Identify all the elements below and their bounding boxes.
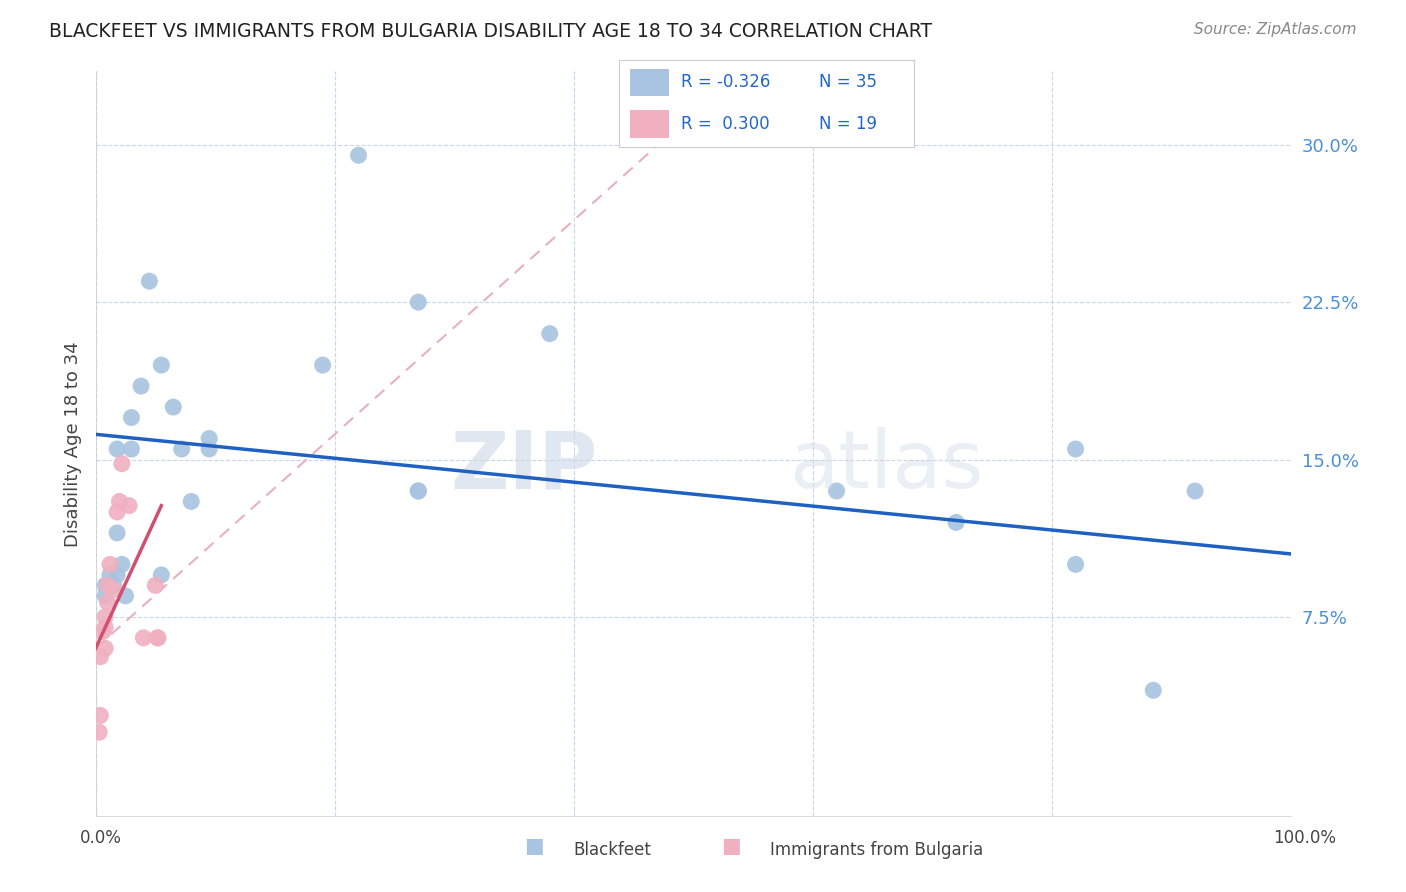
Text: Blackfeet: Blackfeet bbox=[574, 841, 651, 859]
Point bbox=[408, 483, 430, 498]
Point bbox=[98, 558, 121, 572]
Text: ■: ■ bbox=[524, 836, 544, 855]
Point bbox=[111, 457, 134, 471]
Text: ■: ■ bbox=[721, 836, 741, 855]
Point bbox=[89, 649, 111, 664]
Point bbox=[108, 494, 131, 508]
Point bbox=[180, 494, 202, 508]
Point bbox=[98, 568, 121, 582]
Point bbox=[96, 595, 120, 609]
Text: BLACKFEET VS IMMIGRANTS FROM BULGARIA DISABILITY AGE 18 TO 34 CORRELATION CHART: BLACKFEET VS IMMIGRANTS FROM BULGARIA DI… bbox=[49, 22, 932, 41]
Text: N = 19: N = 19 bbox=[820, 115, 877, 134]
Point bbox=[146, 631, 169, 645]
Text: ZIP: ZIP bbox=[450, 427, 598, 505]
Bar bbox=[630, 69, 669, 96]
Point bbox=[1064, 442, 1087, 456]
Point bbox=[146, 631, 169, 645]
Text: N = 35: N = 35 bbox=[820, 73, 877, 92]
Point bbox=[96, 578, 120, 592]
Text: R =  0.300: R = 0.300 bbox=[681, 115, 769, 134]
Text: Source: ZipAtlas.com: Source: ZipAtlas.com bbox=[1194, 22, 1357, 37]
Point bbox=[1184, 483, 1206, 498]
Point bbox=[91, 624, 114, 639]
Point bbox=[105, 568, 128, 582]
Point bbox=[94, 610, 117, 624]
Point bbox=[170, 442, 193, 456]
Point bbox=[312, 358, 335, 372]
Point bbox=[825, 483, 848, 498]
Point bbox=[198, 442, 221, 456]
Point bbox=[138, 274, 160, 288]
Point bbox=[1142, 683, 1164, 698]
Point bbox=[121, 442, 143, 456]
Point bbox=[145, 578, 167, 592]
Point bbox=[347, 148, 370, 162]
Point bbox=[408, 483, 430, 498]
Point bbox=[114, 589, 136, 603]
Text: atlas: atlas bbox=[789, 427, 983, 505]
Point bbox=[89, 725, 111, 739]
Point bbox=[1064, 558, 1087, 572]
Point bbox=[129, 379, 152, 393]
Text: Immigrants from Bulgaria: Immigrants from Bulgaria bbox=[770, 841, 984, 859]
Point bbox=[105, 442, 128, 456]
Point bbox=[105, 505, 128, 519]
Point bbox=[150, 358, 173, 372]
Point bbox=[111, 558, 134, 572]
Point bbox=[538, 326, 561, 341]
Text: 100.0%: 100.0% bbox=[1274, 829, 1336, 847]
Text: 0.0%: 0.0% bbox=[80, 829, 122, 847]
Text: R = -0.326: R = -0.326 bbox=[681, 73, 770, 92]
Point bbox=[105, 525, 128, 540]
Point bbox=[121, 410, 143, 425]
Point bbox=[94, 578, 117, 592]
Point bbox=[150, 568, 173, 582]
Point bbox=[94, 641, 117, 656]
Point bbox=[945, 516, 967, 530]
Point bbox=[198, 432, 221, 446]
Point bbox=[118, 499, 141, 513]
Point bbox=[162, 400, 184, 414]
Point bbox=[408, 295, 430, 310]
Point bbox=[103, 582, 125, 597]
Point bbox=[132, 631, 155, 645]
Point bbox=[94, 589, 117, 603]
Bar bbox=[630, 111, 669, 138]
Point bbox=[94, 620, 117, 634]
Y-axis label: Disability Age 18 to 34: Disability Age 18 to 34 bbox=[63, 341, 82, 547]
Point bbox=[103, 578, 125, 592]
Point bbox=[89, 708, 111, 723]
